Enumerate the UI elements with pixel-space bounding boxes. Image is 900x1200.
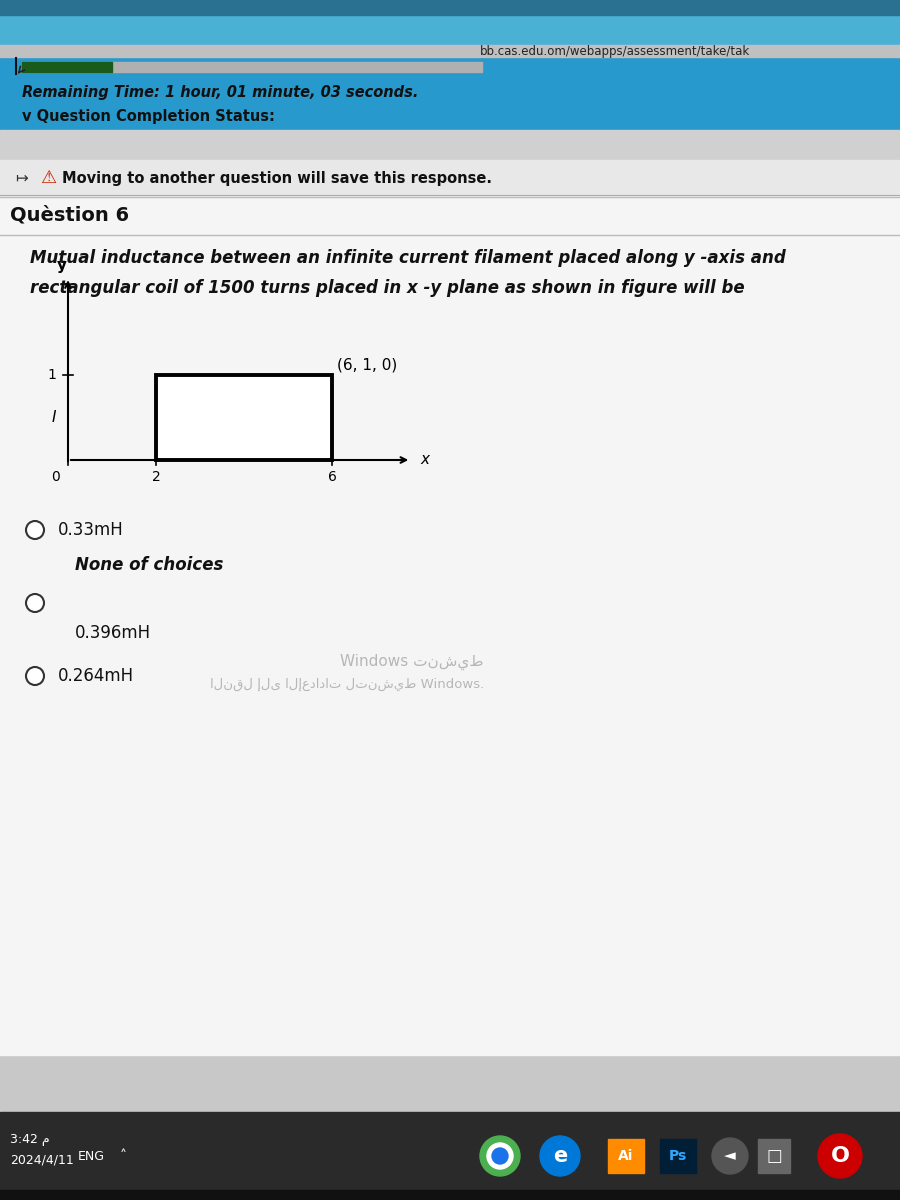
Text: x: x [420, 452, 429, 468]
Text: 0.264mH: 0.264mH [58, 667, 134, 685]
Circle shape [712, 1138, 748, 1174]
Bar [0, 130, 900, 160]
Bar [608, 1139, 644, 1174]
Circle shape [26, 667, 44, 685]
Bar [0, 160, 900, 194]
Text: ENG: ENG [78, 1150, 105, 1163]
Bar [0, 160, 900, 1055]
Bar [0, 1190, 900, 1200]
Circle shape [540, 1136, 580, 1176]
Text: Ai: Ai [618, 1150, 634, 1163]
Text: ◄: ◄ [724, 1148, 736, 1164]
Text: Quèstion 6: Quèstion 6 [10, 205, 129, 224]
Text: 0.396mH: 0.396mH [75, 624, 151, 642]
Text: 0: 0 [51, 470, 60, 484]
Text: Remaining Time: 1 hour, 01 minute, 03 seconds.: Remaining Time: 1 hour, 01 minute, 03 se… [22, 84, 418, 100]
Bar [0, 56, 900, 130]
Text: 6: 6 [328, 470, 337, 484]
Text: □: □ [766, 1147, 782, 1165]
Text: 0.33mH: 0.33mH [58, 521, 124, 539]
Circle shape [492, 1148, 508, 1164]
Text: 2024/4/11: 2024/4/11 [10, 1153, 74, 1166]
Bar [758, 1139, 790, 1174]
Text: ↦: ↦ [15, 170, 28, 186]
Bar [22, 62, 482, 72]
Text: Moving to another question will save this response.: Moving to another question will save thi… [62, 170, 492, 186]
Text: ˄: ˄ [120, 1150, 127, 1163]
Text: bb.cas.edu.om/webapps/assessment/take/tak: bb.cas.edu.om/webapps/assessment/take/ta… [480, 44, 751, 58]
Bar [156, 374, 332, 460]
Bar [22, 62, 112, 72]
Text: Mutual inductance between an infinite current filament placed along y -axis and: Mutual inductance between an infinite cu… [30, 248, 786, 266]
Bar [0, 0, 900, 14]
Bar [0, 1112, 900, 1200]
Circle shape [480, 1136, 520, 1176]
Text: Windows تنشيط: Windows تنشيط [340, 654, 483, 670]
Text: None of choices: None of choices [75, 556, 223, 574]
Text: 3:42 م: 3:42 م [10, 1134, 49, 1146]
Text: y: y [57, 258, 67, 272]
Text: v Question Completion Status:: v Question Completion Status: [22, 109, 274, 125]
Bar [660, 1139, 696, 1174]
Bar [0, 0, 900, 44]
Text: النقل إلى الإعدادات لتنشيط Windows.: النقل إلى الإعدادات لتنشيط Windows. [210, 677, 484, 691]
Text: 1: 1 [47, 368, 56, 382]
Circle shape [26, 521, 44, 539]
Text: 2: 2 [151, 470, 160, 484]
Circle shape [26, 594, 44, 612]
Circle shape [487, 1142, 513, 1169]
Text: rectangular coil of 1500 turns placed in x -y plane as shown in figure will be: rectangular coil of 1500 turns placed in… [30, 278, 744, 296]
Bar [0, 44, 900, 56]
Circle shape [818, 1134, 862, 1178]
Text: (6, 1, 0): (6, 1, 0) [337, 358, 397, 372]
Text: I: I [51, 410, 56, 425]
Text: Ps: Ps [669, 1150, 687, 1163]
Text: e: e [553, 1146, 567, 1166]
Text: ⚠: ⚠ [40, 169, 56, 187]
Text: O: O [831, 1146, 850, 1166]
